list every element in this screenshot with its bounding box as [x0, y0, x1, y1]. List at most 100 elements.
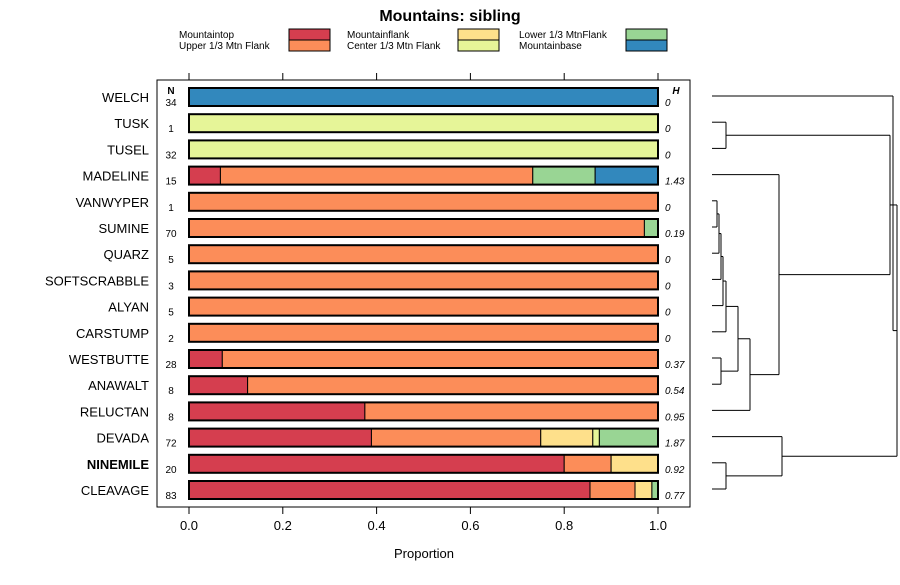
bar-tusk-center-1-3-mtn-flank	[188, 113, 659, 133]
n-column-header: N	[167, 86, 174, 97]
bar-outline-reluctan	[188, 401, 659, 422]
row-label-westbutte: WESTBUTTE	[69, 352, 149, 367]
dendrogram	[712, 95, 898, 490]
row-h-vanwyper: 0	[665, 203, 671, 214]
legend-swatch-upper-1-3-mtn-flank	[288, 39, 331, 52]
legend-label-lower-1-3-mtnflank: Lower 1/3 MtnFlank	[519, 30, 608, 41]
row-h-reluctan: 0.95	[665, 412, 685, 423]
row-n-devada: 72	[165, 439, 177, 450]
bar-outline-tusk	[188, 113, 659, 134]
row-label-carstump: CARSTUMP	[76, 326, 149, 341]
x-axis: 0.0 0.2 0.4 0.6 0.8 1.0	[180, 73, 667, 533]
row-n-ninemile: 20	[165, 465, 177, 476]
x-tick-label-2: 0.4	[368, 518, 386, 533]
row-n-alyan: 5	[168, 308, 174, 319]
bar-welch-mountainbase	[188, 87, 659, 107]
row-h-tusk: 0	[665, 124, 671, 135]
row-h-alyan: 0	[665, 308, 671, 319]
bar-ninemile-mountaintop	[188, 454, 565, 474]
row-h-quarz: 0	[665, 255, 671, 266]
bar-devada-upper-1-3-mtn-flank	[370, 428, 542, 448]
bar-westbutte-upper-1-3-mtn-flank	[221, 349, 659, 369]
bar-outline-quarz	[188, 244, 659, 265]
bar-westbutte-mountaintop	[188, 349, 223, 369]
bar-carstump-upper-1-3-mtn-flank	[188, 323, 659, 343]
row-label-ninemile: NINEMILE	[87, 457, 149, 472]
bar-outline-westbutte	[188, 349, 659, 369]
row-label-softscrabble: SOFTSCRABBLE	[45, 273, 149, 288]
row-h-westbutte: 0.37	[665, 360, 685, 371]
bar-devada-mountaintop	[188, 428, 372, 448]
bar-tusel-center-1-3-mtn-flank	[188, 139, 659, 159]
row-h-madeline: 1.43	[665, 177, 685, 188]
bar-quarz-upper-1-3-mtn-flank	[188, 244, 659, 264]
row-n-welch: 34	[165, 98, 177, 109]
row-n-anawalt: 8	[168, 386, 174, 397]
x-tick-label-0: 0.0	[180, 518, 198, 533]
legend-swatch-lower-1-3-mtnflank	[625, 28, 668, 41]
row-label-sumine: SUMINE	[98, 221, 149, 236]
bar-ninemile-upper-1-3-mtn-flank	[563, 454, 612, 474]
row-h-cleavage: 0.77	[665, 491, 685, 502]
row-n-madeline: 15	[165, 177, 177, 188]
x-axis-label: Proportion	[394, 546, 454, 561]
bar-vanwyper-upper-1-3-mtn-flank	[188, 192, 659, 212]
bar-madeline-mountainbase	[594, 166, 659, 186]
row-label-welch: WELCH	[102, 90, 149, 105]
row-label-devada: DEVADA	[97, 431, 150, 446]
row-n-carstump: 2	[168, 334, 174, 345]
row-n-westbutte: 28	[165, 360, 177, 371]
row-label-alyan: ALYAN	[108, 300, 149, 315]
row-h-anawalt: 0.54	[665, 386, 685, 397]
legend-label-center-1-3-mtn-flank: Center 1/3 Mtn Flank	[347, 41, 441, 52]
row-h-welch: 0	[665, 98, 671, 109]
legend-swatch-mountainbase	[625, 39, 668, 52]
plot-frame	[156, 79, 691, 508]
bar-cleavage-upper-1-3-mtn-flank	[589, 480, 636, 500]
row-label-quarz: QUARZ	[104, 247, 150, 262]
bar-alyan-upper-1-3-mtn-flank	[188, 297, 659, 317]
legend-label-mountainbase: Mountainbase	[519, 41, 582, 52]
bar-outline-sumine	[188, 218, 659, 238]
bar-outline-softscrabble	[188, 270, 659, 291]
bar-ninemile-mountainflank	[610, 454, 659, 474]
row-n-sumine: 70	[165, 229, 177, 240]
x-tick-label-4: 0.8	[555, 518, 573, 533]
bar-devada-center-1-3-mtn-flank	[592, 428, 600, 448]
bar-softscrabble-upper-1-3-mtn-flank	[188, 270, 659, 290]
row-n-tusel: 32	[165, 150, 177, 161]
bar-outline-anawalt	[188, 375, 659, 396]
bar-outline-cleavage	[188, 480, 659, 500]
row-h-carstump: 0	[665, 334, 671, 345]
row-label-madeline: MADELINE	[83, 169, 150, 184]
legend-swatch-center-1-3-mtn-flank	[457, 39, 500, 52]
row-label-cleavage: CLEAVAGE	[81, 483, 149, 498]
bar-outline-tusel	[188, 139, 659, 160]
legend-swatch-mountainflank	[457, 28, 500, 41]
legend-label-mountaintop: Mountaintop	[179, 30, 234, 41]
bar-outline-alyan	[188, 296, 659, 317]
legend-label-mountainflank: Mountainflank	[347, 30, 410, 41]
x-tick-label-3: 0.6	[461, 518, 479, 533]
bar-anawalt-upper-1-3-mtn-flank	[247, 375, 659, 395]
bar-sumine-upper-1-3-mtn-flank	[188, 218, 645, 238]
h-column-header: H	[672, 86, 680, 97]
legend-label-upper-1-3-mtn-flank: Upper 1/3 Mtn Flank	[179, 41, 271, 52]
row-n-reluctan: 8	[168, 412, 174, 423]
bar-devada-lower-1-3-mtnflank	[598, 428, 659, 448]
row-label-reluctan: RELUCTAN	[80, 404, 149, 419]
bar-madeline-mountaintop	[188, 166, 221, 186]
row-h-sumine: 0.19	[665, 229, 685, 240]
bar-reluctan-upper-1-3-mtn-flank	[364, 401, 659, 421]
row-label-tusk: TUSK	[114, 116, 149, 131]
row-n-vanwyper: 1	[168, 203, 174, 214]
bar-anawalt-mountaintop	[188, 375, 249, 395]
chart-title: Mountains: sibling	[379, 8, 520, 25]
row-h-tusel: 0	[665, 150, 671, 161]
bar-sumine-lower-1-3-mtnflank	[643, 218, 659, 238]
bar-outline-ninemile	[188, 453, 659, 474]
x-tick-label-1: 0.2	[274, 518, 292, 533]
